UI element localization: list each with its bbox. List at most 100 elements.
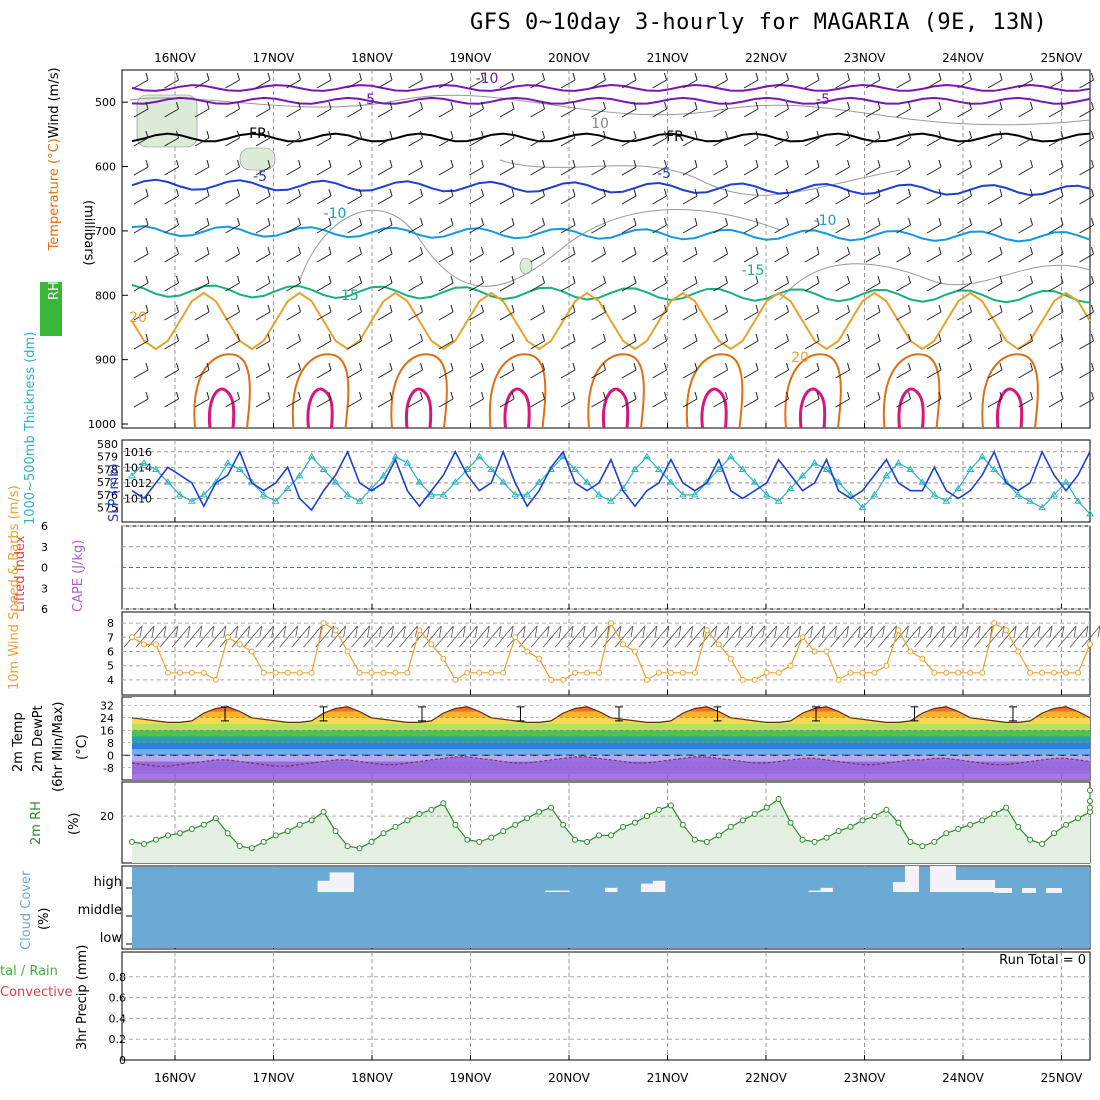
cloud-cell	[652, 880, 666, 892]
wind-barb	[1018, 130, 1033, 147]
rh2m-point	[464, 836, 471, 843]
wind-barb	[499, 246, 515, 263]
wind-barb	[255, 391, 271, 408]
li-tick-label: 3	[41, 541, 48, 554]
wind10m-barb	[458, 625, 478, 648]
wind-barb	[408, 101, 423, 118]
dewpt-ylabel: 2m DewPt	[31, 705, 46, 772]
wind-barb	[560, 101, 576, 118]
wind-barb	[560, 246, 576, 263]
temp-units: (°C)	[75, 734, 90, 760]
wind-barb	[194, 188, 210, 205]
wind-barb	[255, 101, 271, 118]
wind-barb	[377, 130, 393, 147]
wind-barb	[743, 333, 759, 350]
date-label-top: 17NOV	[253, 51, 295, 65]
wind-barb	[896, 333, 911, 350]
wind-barb	[164, 101, 179, 118]
wind10m-point	[799, 634, 806, 641]
rh2m-point	[164, 832, 171, 839]
contour-label: -15	[742, 263, 765, 279]
wind10m-point	[296, 669, 303, 676]
wind-barb	[713, 217, 728, 234]
rh-contour	[129, 94, 1091, 126]
wind-barb	[804, 246, 820, 263]
wind-barb	[1079, 101, 1094, 118]
rh2m-point	[1027, 836, 1034, 843]
wind-barb	[987, 391, 1003, 408]
wind-barb	[774, 333, 789, 350]
wind-barb	[316, 101, 332, 118]
wind-barb	[316, 217, 332, 234]
wind-barb	[377, 275, 393, 292]
wind-barb	[286, 391, 301, 408]
wind10m-barb	[387, 625, 406, 648]
isotherm-loop	[882, 353, 941, 429]
thickness-point	[1074, 497, 1082, 504]
wind10m-point	[691, 669, 698, 676]
wind-barb	[133, 188, 149, 205]
wind10m-point	[596, 669, 603, 676]
wind10m-point	[152, 641, 159, 648]
wind-barb	[530, 101, 545, 118]
rh2m-point	[572, 836, 579, 843]
wind-barb	[957, 130, 972, 147]
wind-barb	[347, 275, 362, 292]
wind10m-barb	[267, 625, 287, 648]
instability-panel: 6 3 0 3 6 Lifted Index CAPE (J/kg)	[13, 520, 1090, 616]
contour-label: FR	[249, 126, 267, 142]
wind-barb	[438, 275, 454, 292]
wind10m-barb	[279, 625, 299, 648]
contour-label: 15	[341, 288, 359, 304]
wind-barb	[743, 275, 759, 292]
wind-barb	[164, 217, 179, 234]
thickness-point	[427, 490, 436, 498]
isotherm	[131, 96, 1091, 105]
date-label-bottom: 22NOV	[745, 1071, 787, 1085]
rh2m-point	[715, 832, 722, 839]
wind-barb	[835, 362, 850, 379]
wind-barb	[1018, 304, 1033, 321]
wind10m-point	[703, 627, 710, 634]
isotherm-loop	[587, 353, 645, 429]
wind-barb	[926, 101, 942, 118]
wind10m-barb	[291, 625, 311, 648]
rh2m-point	[212, 815, 219, 822]
wind10m-barb	[566, 625, 586, 648]
wind-barb	[133, 391, 149, 408]
wind-barb	[408, 275, 423, 292]
wind-barb	[957, 246, 972, 263]
wind10m-point	[176, 669, 183, 676]
rh2m-point	[751, 811, 758, 817]
wind-barb	[774, 159, 789, 176]
wind10m-point	[787, 662, 794, 669]
wind-barb	[713, 72, 728, 89]
wind-barb	[774, 304, 789, 321]
rh2m-point	[512, 821, 519, 828]
wind-barb	[621, 217, 637, 234]
minmax-marker	[319, 706, 328, 722]
precip-tick-label: 0.8	[109, 971, 127, 984]
wind-barb	[499, 362, 515, 379]
rh2m-point	[428, 806, 435, 813]
rh2m-point	[859, 817, 866, 824]
wind-barb	[865, 159, 881, 176]
rh2m-point	[176, 830, 183, 837]
thickness-point	[595, 490, 603, 498]
wind10m-point	[260, 669, 267, 676]
wind-barb	[743, 188, 759, 205]
wind-barb	[957, 362, 972, 379]
wind-barb	[926, 188, 942, 205]
wind-tick-label: 4	[107, 674, 114, 687]
date-label-top: 24NOV	[942, 51, 984, 65]
minmax-marker	[812, 706, 820, 722]
rh2m-point	[152, 836, 159, 843]
wind-barb	[408, 246, 423, 263]
wind-barb	[682, 72, 698, 89]
wind-barb	[865, 130, 881, 147]
wind10m-point	[679, 669, 686, 676]
wind10m-point	[284, 669, 291, 676]
thickness-point	[942, 497, 951, 504]
wind-barb	[194, 275, 210, 292]
temp-band	[132, 742, 1090, 749]
